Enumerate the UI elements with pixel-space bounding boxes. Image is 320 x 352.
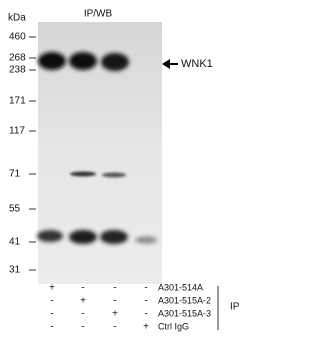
sign: - (113, 283, 116, 294)
sign: - (81, 322, 84, 333)
sign: + (80, 296, 86, 307)
sign: - (144, 283, 147, 294)
marker-label: 171 (9, 96, 26, 107)
marker-label: 41 (9, 237, 21, 248)
marker-label: 71 (9, 169, 21, 180)
marker-label: 460 (9, 32, 26, 43)
sample-table: + - - - A301-514A - + - - A301-515A-2 - - + - A301-515… (49, 282, 211, 332)
sign: - (113, 296, 116, 307)
sign: - (50, 322, 53, 333)
group-label: IP (230, 302, 240, 313)
row-label: A301-514A (158, 282, 203, 292)
sign: + (112, 309, 118, 320)
sign: - (144, 296, 147, 307)
marker-label: 55 (9, 204, 21, 215)
marker-label: 238 (9, 65, 26, 76)
sign: - (81, 283, 84, 294)
sign: - (50, 296, 53, 307)
sign: - (144, 309, 147, 320)
row-label: A301-515A-3 (158, 308, 211, 318)
sign: - (113, 322, 116, 333)
marker-label: 31 (9, 265, 21, 276)
title: IP/WB (84, 9, 113, 20)
sign: + (49, 283, 55, 294)
marker-label: 117 (9, 126, 25, 137)
sign: - (81, 309, 84, 320)
row-label: Ctrl IgG (158, 321, 189, 331)
target-arrow (162, 59, 178, 69)
sign: - (50, 309, 53, 320)
marker-label: 268 (9, 53, 26, 64)
unit-label: kDa (8, 13, 26, 24)
bands (37, 52, 157, 244)
sign: + (143, 322, 149, 333)
row-label: A301-515A-2 (158, 295, 211, 305)
figure: kDa IP/WB 460 268 238 171 117 71 55 41 31 WNK1 +… (8, 8, 240, 333)
target-label: WNK1 (181, 58, 213, 70)
